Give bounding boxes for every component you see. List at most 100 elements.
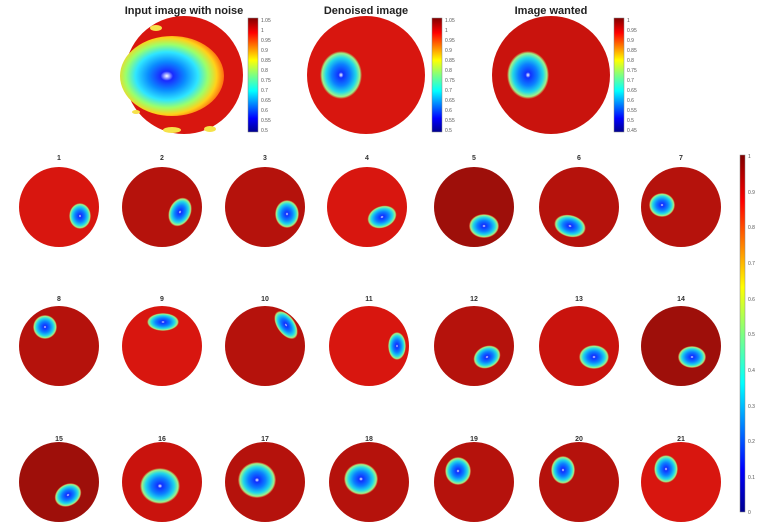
disk-field [122, 306, 202, 386]
panel-number: 9 [160, 296, 164, 303]
disk-field [329, 306, 409, 386]
small-panel-19: 19 [434, 436, 514, 522]
anomaly-blob [367, 205, 397, 229]
anomaly-blob [551, 456, 575, 484]
small-panel-14: 14 [641, 296, 721, 386]
panel-number: 16 [158, 436, 166, 443]
anomaly-blob [473, 345, 501, 369]
panel-input-noisy: Input image with noise 1.05 1 0.95 0.9 0… [120, 5, 271, 134]
small-panel-13: 13 [539, 296, 619, 386]
anomaly-blob [69, 203, 91, 229]
row-3: 15 16 17 18 19 20 21 [19, 436, 721, 522]
anomaly-blob [678, 346, 706, 368]
panel-number: 10 [261, 296, 269, 303]
colorbar-tick: 0.95 [445, 38, 455, 44]
anomaly-blob [320, 51, 362, 99]
panel-number: 6 [577, 155, 581, 162]
anomaly-blob [238, 462, 276, 498]
disk-field [19, 442, 99, 522]
panel-number: 21 [677, 436, 685, 443]
colorbar-tick: 0.75 [445, 78, 455, 84]
colorbar-tick: 0.95 [627, 28, 637, 34]
small-panel-12: 12 [434, 296, 514, 386]
row-1: 1 2 3 4 5 6 7 [19, 155, 721, 247]
colorbar [613, 17, 625, 133]
small-panel-18: 18 [329, 436, 409, 522]
colorbar-tick: 1 [748, 154, 751, 160]
anomaly-blob [654, 455, 678, 483]
colorbar-tick: 0.5 [627, 118, 634, 124]
noise-speck [163, 127, 181, 133]
colorbar-tick: 0.45 [627, 128, 637, 134]
colorbar-tick: 0.6 [627, 98, 634, 104]
panel-number: 12 [470, 296, 478, 303]
anomaly-blob [274, 310, 298, 340]
colorbar-tick: 0.5 [261, 128, 268, 134]
colorbar-tick: 0.55 [261, 118, 271, 124]
anomaly-blob [168, 197, 192, 227]
disk-field [539, 306, 619, 386]
colorbar-tick: 0.1 [748, 475, 755, 481]
anomaly-blob [649, 193, 675, 217]
colorbar-tick: 0.9 [748, 190, 755, 196]
colorbar-tick: 0.9 [627, 38, 634, 44]
colorbar-tick: 0.85 [445, 58, 455, 64]
disk-field [641, 442, 721, 522]
anomaly-blob [554, 214, 586, 238]
small-panel-11: 11 [329, 296, 409, 386]
colorbar [247, 17, 259, 133]
colorbar-tick: 0.6 [445, 108, 452, 114]
anomaly-blob [140, 468, 180, 504]
colorbar-ticks: 1 0.9 0.8 0.7 0.6 0.5 0.4 0.3 0.2 0.1 0 [748, 154, 755, 516]
anomaly-blob [445, 457, 471, 485]
colorbar-tick: 0.75 [627, 68, 637, 74]
small-panel-16: 16 [122, 436, 202, 522]
colorbar-tick: 0.7 [445, 88, 452, 94]
small-panel-9: 9 [122, 296, 202, 386]
colorbar [431, 17, 443, 133]
disk-field [434, 306, 514, 386]
small-panel-17: 17 [225, 436, 305, 522]
disk-field [434, 442, 514, 522]
colorbar-tick: 0.4 [748, 368, 755, 374]
small-panel-4: 4 [327, 155, 407, 247]
anomaly-blob [33, 315, 57, 339]
panel-number: 15 [55, 436, 63, 443]
panel-title: Denoised image [324, 5, 408, 17]
colorbar-tick: 0.7 [627, 78, 634, 84]
anomaly-blob [388, 332, 406, 360]
colorbar-tick: 0.7 [261, 88, 268, 94]
panel-number: 7 [679, 155, 683, 162]
colorbar-tick: 0.3 [748, 404, 755, 410]
panel-number: 2 [160, 155, 164, 162]
noise-speck [132, 110, 140, 114]
small-panel-5: 5 [434, 155, 514, 247]
anomaly-blob [54, 483, 82, 507]
panel-number: 8 [57, 296, 61, 303]
colorbar-tick: 0.2 [748, 439, 755, 445]
small-panel-21: 21 [641, 436, 721, 522]
colorbar-tick: 1 [627, 18, 630, 24]
panel-number: 5 [472, 155, 476, 162]
small-panel-6: 6 [539, 155, 619, 247]
panel-ground-truth: Image wanted 1 0.95 0.9 0.85 0.8 0.75 0.… [492, 5, 637, 134]
colorbar-ticks: 1.05 1 0.95 0.9 0.85 0.8 0.75 0.7 0.65 0… [445, 18, 455, 134]
colorbar-tick: 0.55 [627, 108, 637, 114]
small-panel-10: 10 [225, 296, 305, 386]
disk-field [539, 442, 619, 522]
colorbar-tick: 0 [748, 510, 751, 516]
row-2: 8 9 10 11 12 13 14 [19, 296, 721, 386]
colorbar-tick: 0.5 [445, 128, 452, 134]
colorbar-tick: 1.05 [445, 18, 455, 24]
panel-number: 20 [575, 436, 583, 443]
small-panel-7: 7 [641, 155, 721, 247]
anomaly-blob [275, 200, 299, 228]
colorbar-tick: 0.55 [445, 118, 455, 124]
colorbar-tick: 0.95 [261, 38, 271, 44]
colorbar-tick: 1 [445, 28, 448, 34]
colorbar-tick: 0.8 [627, 58, 634, 64]
panel-denoised: Denoised image 1.05 1 0.95 0.9 0.85 0.8 … [307, 5, 455, 134]
panel-number: 14 [677, 296, 685, 303]
colorbar-tick: 0.9 [445, 48, 452, 54]
